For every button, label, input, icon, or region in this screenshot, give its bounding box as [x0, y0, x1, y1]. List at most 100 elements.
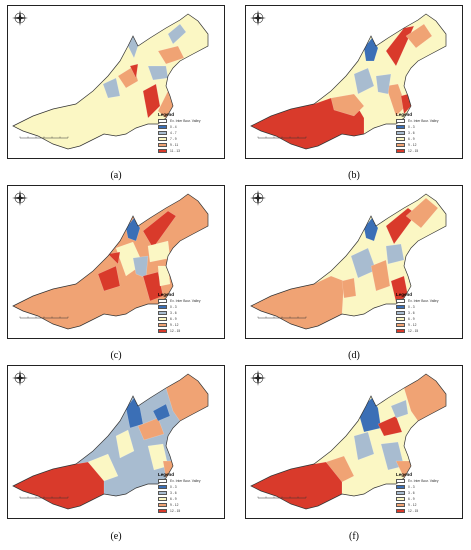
- legend-label: 12 - 15: [408, 329, 419, 333]
- legend-swatch: [158, 497, 167, 501]
- legend-item: 0 - 3: [396, 124, 456, 130]
- legend-item: 9 - 12: [158, 322, 218, 328]
- map-panel-d: Legend Ex. Inter Bour. Valley 0 - 3 3 - 6 6 …: [245, 185, 463, 339]
- north-arrow-icon: [12, 10, 28, 26]
- legend-label: 9 - 12: [408, 323, 417, 327]
- north-arrow-icon: [250, 10, 266, 26]
- legend-swatch: [158, 119, 167, 123]
- legend-item: 0 - 3: [158, 484, 218, 490]
- map-svg-d: [250, 190, 447, 330]
- legend-item: 12 - 15: [396, 328, 456, 334]
- value-zone-polygon: [157, 265, 171, 287]
- map-legend: Legend Ex. Inter Bour. Valley 0 - 3 3 - 6 6 …: [158, 292, 218, 334]
- legend-item: 12 - 15: [158, 508, 218, 514]
- map-panel-c: Legend Ex. Inter Bour. Valley 0 - 3 3 - 6 6 …: [7, 185, 225, 339]
- legend-item: Ex. Inter Bour. Valley: [158, 478, 218, 484]
- panel-caption-c: (c): [110, 350, 122, 361]
- district-boundary: [250, 373, 447, 510]
- legend-label: Ex. Inter Bour. Valley: [408, 479, 439, 483]
- legend-item: 0 - 3: [396, 304, 456, 310]
- legend-swatch: [158, 503, 167, 507]
- legend-label: 12 - 15: [408, 149, 419, 153]
- legend-item: 6 - 9: [158, 316, 218, 322]
- panel-caption-e: (e): [110, 531, 122, 542]
- value-zone-polygon: [325, 455, 355, 483]
- legend-label: 11 - 13: [170, 149, 181, 153]
- district-boundary: [250, 13, 447, 150]
- north-arrow-icon: [250, 370, 266, 386]
- legend-title: Legend: [396, 112, 413, 117]
- legend-swatch: [158, 149, 167, 153]
- legend-label: Ex. Inter Bour. Valley: [170, 119, 201, 123]
- legend-label: 3 - 6: [170, 311, 177, 315]
- legend-item: 12 - 15: [396, 508, 456, 514]
- legend-item: 12 - 15: [396, 148, 456, 154]
- value-zone-polygon: [13, 461, 105, 509]
- legend-item: Ex. Inter Bour. Valley: [396, 478, 456, 484]
- legend-label: 12 - 15: [408, 509, 419, 513]
- legend-title: Legend: [158, 112, 175, 117]
- value-zone-polygon: [405, 23, 433, 49]
- legend-item: 6 - 9: [158, 496, 218, 502]
- scale-bar-icon: [19, 136, 69, 139]
- legend-swatch: [396, 125, 405, 129]
- legend-swatch: [158, 491, 167, 495]
- legend-label: 12 - 15: [170, 509, 181, 513]
- map-legend: Legend Ex. Inter Bour. Valley 0 - 3 3 - 6 6 …: [158, 472, 218, 514]
- value-zone-polygon: [142, 271, 164, 302]
- legend-label: 9 - 12: [170, 503, 179, 507]
- value-zone-polygon: [142, 210, 177, 249]
- legend-label: 6 - 9: [170, 497, 177, 501]
- legend-item: 9 - 12: [158, 502, 218, 508]
- value-zone-polygon: [375, 73, 392, 95]
- legend-swatch: [396, 131, 405, 135]
- value-zone-polygon: [107, 251, 121, 265]
- district-boundary: [250, 193, 447, 330]
- map-legend: Legend Ex. Inter Bour. Valley 0 - 3 3 - 6 6 …: [396, 112, 456, 154]
- north-arrow-icon: [12, 370, 28, 386]
- legend-label: 4 - 7: [170, 131, 177, 135]
- map-svg-f: [250, 370, 447, 510]
- panel-caption-f: (f): [349, 531, 359, 542]
- legend-swatch: [396, 149, 405, 153]
- legend-label: 12 - 15: [170, 329, 181, 333]
- value-zone-polygon: [142, 83, 161, 119]
- legend-swatch: [396, 305, 405, 309]
- legend-item: 9 - 12: [396, 502, 456, 508]
- legend-item: 3 - 6: [396, 310, 456, 316]
- legend-label: 0 - 3: [408, 125, 415, 129]
- legend-item: 3 - 6: [158, 490, 218, 496]
- legend-item: Ex. Inter Bour. Valley: [158, 118, 218, 124]
- legend-title: Legend: [158, 292, 175, 297]
- legend-label: 9 - 12: [170, 323, 179, 327]
- value-zone-polygon: [152, 403, 171, 422]
- legend-label: 0 - 3: [408, 305, 415, 309]
- legend-swatch: [396, 119, 405, 123]
- value-zone-polygon: [405, 197, 439, 229]
- value-zone-polygon: [87, 453, 119, 482]
- map-svg-e: [12, 370, 209, 510]
- value-zone-polygon: [137, 417, 165, 441]
- legend-swatch: [158, 329, 167, 333]
- scale-bar-icon: [19, 316, 69, 319]
- map-svg-c: [12, 190, 209, 330]
- legend-swatch: [396, 317, 405, 321]
- legend-swatch: [158, 317, 167, 321]
- value-zone-polygon: [97, 265, 121, 292]
- legend-item: 7 - 9: [158, 136, 218, 142]
- legend-item: Ex. Inter Bour. Valley: [158, 298, 218, 304]
- legend-item: 3 - 6: [396, 130, 456, 136]
- legend-label: 6 - 9: [170, 317, 177, 321]
- legend-item: 3 - 6: [396, 490, 456, 496]
- panel-caption-a: (a): [110, 170, 122, 181]
- legend-item: 6 - 9: [396, 496, 456, 502]
- legend-label: 6 - 9: [408, 317, 415, 321]
- legend-swatch: [396, 503, 405, 507]
- legend-item: 3 - 6: [158, 310, 218, 316]
- legend-swatch: [396, 323, 405, 327]
- legend-swatch: [396, 311, 405, 315]
- district-boundary: [12, 193, 209, 330]
- legend-label: 0 - 3: [408, 485, 415, 489]
- legend-swatch: [158, 311, 167, 315]
- legend-label: 3 - 6: [408, 311, 415, 315]
